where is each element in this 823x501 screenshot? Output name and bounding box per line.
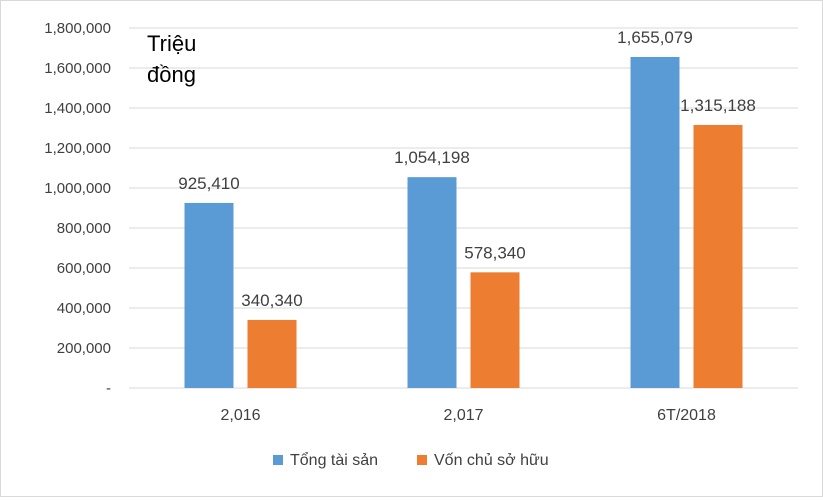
x-category-label: 2,016: [220, 407, 260, 424]
legend: Tổng tài sản Vốn chủ sở hữu: [273, 451, 549, 469]
y-tick-label: 1,600,000: [44, 60, 111, 77]
data-label: 1,655,079: [617, 28, 693, 47]
data-label: 578,340: [464, 243, 525, 262]
bars: [184, 56, 743, 389]
x-axis-category-labels: 2,016 2,017 6T/2018: [220, 407, 715, 424]
y-axis-tick-labels: - 200,000 400,000 600,000 800,000 1,000,000 1,…: [44, 20, 111, 397]
data-label: 340,340: [241, 291, 302, 310]
y-tick-label: 800,000: [57, 220, 111, 237]
y-tick-label: 200,000: [57, 340, 111, 357]
data-labels: 925,410 340,340 1,054,198 578,340 1,655,079 1…: [178, 28, 756, 310]
x-category-label: 2,017: [443, 407, 483, 424]
bar: [470, 272, 520, 388]
bar: [693, 124, 743, 388]
data-label: 925,410: [178, 174, 239, 193]
y-tick-label: 1,800,000: [44, 20, 111, 37]
bar: [630, 56, 680, 389]
gridlines: [129, 27, 798, 389]
legend-swatch: [417, 455, 427, 465]
y-tick-label: -: [106, 380, 111, 397]
unit-label-line-2: đồng: [147, 62, 196, 87]
y-tick-label: 1,200,000: [44, 140, 111, 157]
y-tick-label: 600,000: [57, 260, 111, 277]
y-tick-label: 1,000,000: [44, 180, 111, 197]
legend-label: Vốn chủ sở hữu: [434, 452, 549, 469]
data-label: 1,054,198: [394, 148, 470, 167]
data-label: 1,315,188: [680, 96, 756, 115]
x-category-label: 6T/2018: [657, 407, 716, 424]
legend-label: Tổng tài sản: [290, 451, 378, 469]
y-tick-label: 400,000: [57, 300, 111, 317]
legend-swatch: [273, 455, 283, 465]
bar: [247, 319, 297, 388]
unit-label-line-1: Triệu: [147, 31, 196, 56]
bar: [407, 177, 457, 388]
y-tick-label: 1,400,000: [44, 100, 111, 117]
bar: [184, 202, 234, 388]
